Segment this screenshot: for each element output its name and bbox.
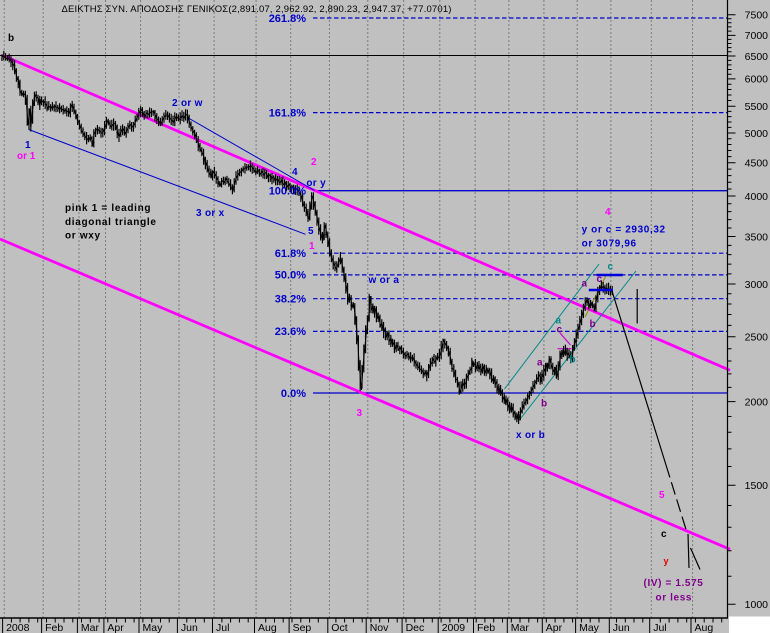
svg-text:4000: 4000: [745, 191, 769, 203]
svg-text:2000: 2000: [745, 396, 769, 408]
svg-text:c: c: [661, 529, 667, 540]
svg-text:4: 4: [292, 167, 298, 178]
svg-text:c: c: [597, 274, 603, 285]
svg-text:Sep: Sep: [293, 622, 312, 633]
svg-text:1: 1: [25, 140, 31, 151]
svg-text:ΔΕΙΚΤΗΣ ΣΥΝ. ΑΠΟΔΟΣΗΣ ΓΕΝΙΚΟΣ(: ΔΕΙΚΤΗΣ ΣΥΝ. ΑΠΟΔΟΣΗΣ ΓΕΝΙΚΟΣ(2,891.07, …: [62, 4, 452, 15]
svg-text:5: 5: [308, 226, 314, 237]
svg-text:0.0%: 0.0%: [281, 388, 306, 400]
svg-text:or wxy: or wxy: [65, 231, 101, 242]
svg-text:2: 2: [311, 157, 317, 168]
svg-text:5000: 5000: [745, 128, 769, 140]
svg-text:1: 1: [309, 241, 315, 252]
svg-text:61.8%: 61.8%: [275, 248, 306, 260]
svg-text:a: a: [556, 316, 562, 327]
svg-text:Nov: Nov: [370, 622, 389, 633]
svg-text:Jul: Jul: [653, 622, 666, 633]
svg-text:Oct: Oct: [331, 622, 347, 633]
svg-text:100.0%: 100.0%: [269, 186, 307, 198]
svg-text:6500: 6500: [745, 51, 769, 63]
svg-text:Jun: Jun: [613, 622, 630, 633]
svg-text:2 or w: 2 or w: [172, 98, 203, 109]
svg-text:(IV) = 1.575: (IV) = 1.575: [644, 578, 704, 589]
svg-text:1000: 1000: [745, 599, 769, 611]
svg-text:Aug: Aug: [695, 622, 714, 633]
svg-text:b: b: [8, 33, 14, 44]
svg-text:Jun: Jun: [181, 622, 198, 633]
svg-text:50.0%: 50.0%: [275, 270, 306, 282]
svg-text:6000: 6000: [745, 74, 769, 86]
svg-text:or less: or less: [656, 593, 693, 604]
svg-text:Apr: Apr: [546, 622, 563, 633]
svg-text:38.2%: 38.2%: [275, 294, 306, 306]
svg-text:5500: 5500: [745, 101, 769, 113]
svg-text:w or a: w or a: [368, 275, 400, 286]
svg-text:2008: 2008: [6, 622, 30, 633]
svg-text:b: b: [570, 355, 576, 366]
svg-text:or y: or y: [306, 178, 326, 189]
svg-text:23.6%: 23.6%: [275, 326, 306, 338]
svg-text:Apr: Apr: [107, 622, 124, 633]
svg-text:4: 4: [605, 207, 611, 218]
svg-text:pink 1 = leading: pink 1 = leading: [65, 203, 151, 214]
svg-text:261.8%: 261.8%: [269, 13, 307, 25]
svg-text:3500: 3500: [745, 231, 769, 243]
svg-text:3 or x: 3 or x: [196, 208, 225, 219]
svg-text:Dec: Dec: [406, 622, 425, 633]
svg-text:a: a: [582, 279, 588, 290]
svg-text:3000: 3000: [745, 279, 769, 291]
svg-text:diagonal triangle: diagonal triangle: [65, 217, 157, 228]
svg-text:a: a: [537, 358, 543, 369]
svg-text:Feb: Feb: [477, 622, 495, 633]
svg-text:y or c = 2930,32: y or c = 2930,32: [582, 225, 666, 236]
svg-text:May: May: [143, 622, 164, 633]
svg-text:b: b: [590, 319, 596, 330]
svg-text:Aug: Aug: [258, 622, 277, 633]
svg-text:161.8%: 161.8%: [269, 107, 307, 119]
svg-text:b: b: [541, 399, 547, 410]
svg-text:4500: 4500: [745, 158, 769, 170]
svg-text:Mar: Mar: [81, 622, 100, 633]
svg-text:7500: 7500: [745, 10, 769, 22]
svg-text:or 3079,96: or 3079,96: [582, 238, 637, 249]
svg-text:5: 5: [659, 490, 665, 501]
svg-text:3: 3: [357, 408, 363, 419]
svg-text:1500: 1500: [745, 480, 769, 492]
svg-text:May: May: [579, 622, 600, 633]
svg-text:Feb: Feb: [45, 622, 63, 633]
svg-text:2500: 2500: [745, 332, 769, 344]
svg-text:7000: 7000: [745, 30, 769, 42]
svg-text:Jul: Jul: [216, 622, 229, 633]
svg-text:y: y: [664, 556, 669, 566]
svg-text:Mar: Mar: [511, 622, 530, 633]
svg-text:2009: 2009: [442, 622, 466, 633]
svg-text:c: c: [557, 325, 563, 336]
svg-text:x or b: x or b: [516, 430, 545, 441]
svg-text:or 1: or 1: [17, 151, 36, 162]
svg-text:c: c: [608, 262, 614, 273]
